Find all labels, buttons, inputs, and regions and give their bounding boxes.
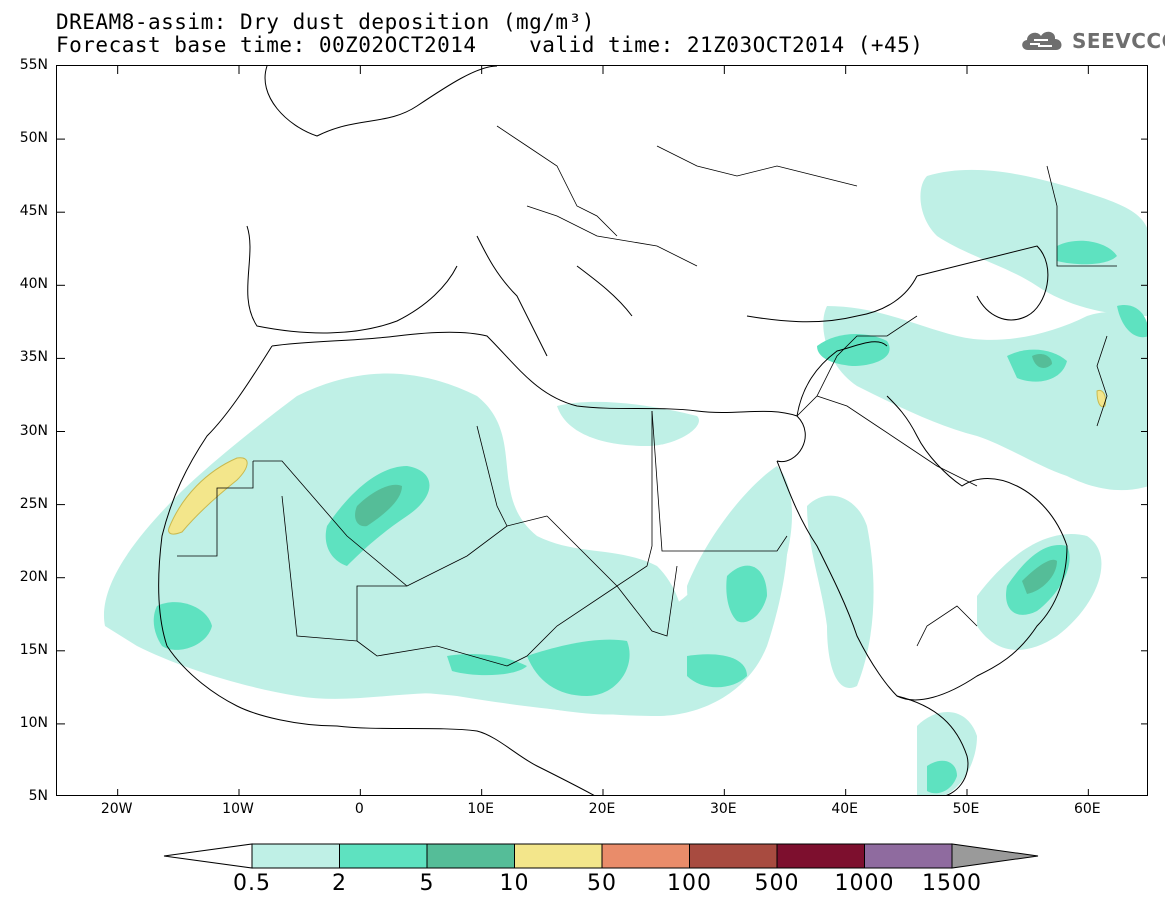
colorbar-label: 0.5 — [233, 871, 271, 896]
longitude-label: 10E — [467, 801, 494, 817]
colorbar-swatch — [251, 843, 340, 869]
dust-area-turkmen — [1117, 305, 1147, 338]
map-canvas — [57, 66, 1147, 795]
dust-area-iran-center — [1007, 349, 1067, 382]
colorbar-swatch — [601, 843, 690, 869]
colorbar-label: 1500 — [922, 871, 982, 896]
longitude-label: 20E — [588, 801, 616, 817]
colorbar-swatch — [689, 843, 778, 869]
dust-area-ethiopia — [927, 760, 957, 794]
dust-area-libya — [557, 401, 699, 446]
dust-area-niger — [447, 654, 527, 676]
colorbar-high-arrow — [951, 843, 1039, 869]
seevccc-logo: SEEVCCC — [1018, 26, 1165, 56]
forecast-times: Forecast base time: 00Z02OCT2014 valid t… — [56, 33, 924, 57]
colorbar-low-arrow — [163, 843, 253, 869]
dust-area-senegal — [153, 602, 212, 650]
colorbar-legend — [163, 843, 1039, 869]
cloud-icon — [1018, 25, 1066, 57]
colorbar-swatch — [514, 843, 603, 869]
dust-area-algeria-max — [355, 484, 402, 527]
latitude-label: 35N — [19, 349, 48, 366]
colorbar-label: 500 — [754, 871, 800, 896]
colorbar-label: 5 — [419, 871, 435, 896]
dust-area-caspian-east — [1057, 240, 1117, 265]
dust-area-iran-east-max — [1096, 389, 1106, 408]
latitude-label: 55N — [19, 57, 48, 73]
colorbar-label: 50 — [587, 871, 617, 896]
colorbar-label: 2 — [332, 871, 347, 896]
latitude-label: 25N — [19, 495, 48, 512]
latitude-label: 30N — [19, 422, 48, 439]
colorbar-swatch — [339, 843, 428, 869]
dust-area-western-sahara-max — [168, 457, 248, 535]
longitude-label: 40E — [831, 801, 858, 817]
country-borders — [177, 125, 1117, 667]
map-area[interactable] — [56, 65, 1148, 796]
longitude-label: 0 — [354, 801, 364, 817]
longitude-label: 50E — [952, 801, 980, 817]
colorbar-label: 1000 — [834, 871, 895, 896]
dust-area-sahel — [357, 486, 788, 716]
latitude-label: 10N — [19, 714, 48, 731]
dust-area-red-sea — [807, 495, 874, 688]
coastlines — [158, 66, 1068, 795]
latitude-label: 20N — [19, 568, 48, 585]
colorbar-swatch — [864, 843, 953, 869]
dust-area-iran — [823, 306, 1147, 491]
dust-area-oman-max — [1022, 559, 1057, 594]
dust-area-sudan — [726, 565, 767, 623]
dust-area-iran-max — [1032, 353, 1052, 368]
latitude-label: 15N — [19, 641, 48, 658]
latitude-label: 50N — [19, 130, 48, 147]
longitude-label: 20W — [100, 801, 133, 817]
colorbar-label: 100 — [667, 871, 712, 896]
axis-ticks — [57, 66, 1147, 795]
dust-area-darfur — [687, 654, 747, 688]
map-title: DREAM8-assim: Dry dust deposition (mg/m³… — [56, 10, 595, 34]
latitude-label: 40N — [19, 276, 48, 293]
colorbar-swatch — [776, 843, 865, 869]
latitude-label: 5N — [28, 788, 48, 804]
longitude-label: 30E — [709, 801, 737, 817]
dust-area-west-africa — [103, 373, 684, 715]
longitude-label: 60E — [1073, 801, 1101, 817]
longitude-label: 10W — [222, 801, 254, 817]
dust-area-chad — [527, 639, 630, 696]
dust-deposition-field — [103, 169, 1147, 795]
dust-area-caucasus — [920, 169, 1147, 316]
logo-text: SEEVCCC — [1072, 29, 1165, 53]
latitude-label: 45N — [19, 203, 48, 220]
colorbar-swatch — [426, 843, 515, 869]
colorbar-label: 10 — [499, 871, 530, 896]
